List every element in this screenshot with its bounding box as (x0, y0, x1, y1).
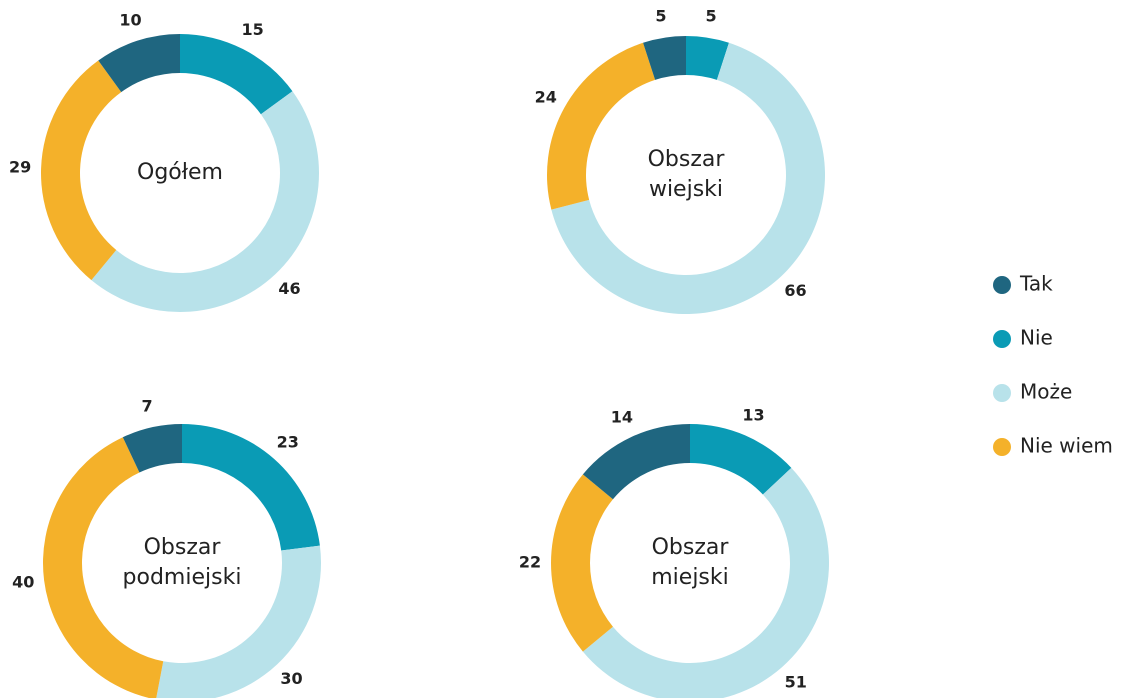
center-label-line: miejski (651, 565, 729, 590)
center-label: Ogółem (137, 160, 223, 185)
data-label: 15 (242, 20, 264, 39)
donut-segment (686, 36, 729, 80)
donut-segment (643, 36, 686, 80)
data-label: 14 (611, 408, 633, 427)
data-label: 29 (9, 157, 31, 176)
legend-swatch (993, 330, 1011, 348)
data-label: 23 (277, 432, 299, 451)
data-label: 22 (519, 553, 541, 572)
donut-segment (156, 545, 321, 698)
donut-segment (98, 34, 180, 93)
data-label: 51 (785, 673, 807, 692)
data-label: 7 (142, 396, 153, 415)
legend-label: Może (1020, 380, 1072, 404)
legend-swatch (993, 438, 1011, 456)
data-label: 30 (280, 669, 302, 688)
legend-swatch (993, 384, 1011, 402)
center-label-line: Obszar (144, 535, 222, 560)
donut-segment (690, 424, 792, 495)
center-label: Obszar podmiejski (123, 535, 242, 590)
donut-segment (582, 467, 829, 698)
data-label: 40 (12, 573, 34, 592)
center-label: Obszar miejski (651, 535, 729, 590)
donut-segment (91, 91, 319, 312)
data-label: 10 (119, 10, 141, 29)
data-label: 5 (705, 6, 716, 25)
donut-segment (551, 42, 825, 315)
donut-segment (582, 424, 690, 500)
center-label-line: podmiejski (123, 565, 242, 590)
data-label: 13 (742, 406, 764, 425)
center-label-line: Obszar (648, 147, 726, 172)
legend-swatch (993, 276, 1011, 294)
legend-label: Tak (1019, 272, 1053, 296)
donut-segment (41, 60, 122, 281)
data-label: 24 (535, 87, 557, 106)
center-label-line: wiejski (649, 177, 723, 202)
center-label: Obszar wiejski (648, 147, 726, 202)
donut-segment (182, 424, 320, 551)
donut-segment (551, 474, 613, 652)
donut-segment (180, 34, 293, 115)
center-label-line: Obszar (652, 535, 730, 560)
data-label: 5 (655, 6, 666, 25)
donut-segment (43, 437, 164, 698)
legend-label: Nie wiem (1020, 434, 1113, 458)
legend-label: Nie (1020, 326, 1053, 350)
data-label: 46 (278, 279, 300, 298)
donut-segment (122, 424, 182, 473)
donut-segment (547, 42, 656, 210)
data-label: 66 (784, 281, 806, 300)
